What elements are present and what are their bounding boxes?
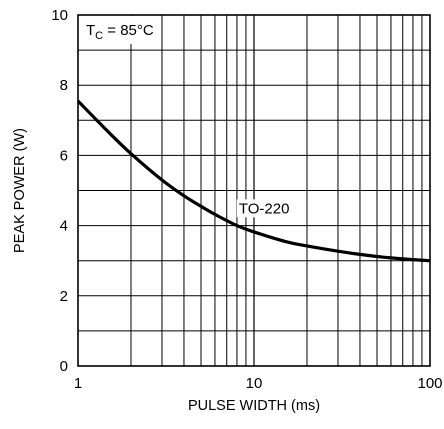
y-tick-label: 0	[60, 358, 68, 375]
series-layer	[76, 99, 431, 263]
y-axis-label: PEAK POWER (W)	[12, 128, 28, 253]
plot-frame	[77, 14, 431, 367]
condition-label-main: T	[86, 22, 95, 39]
grid	[78, 15, 430, 366]
x-tick-label: 100	[417, 375, 442, 392]
condition-label: TC = 85°C	[86, 22, 154, 42]
tick-labels: 0 2 4 6 8 10 1 10 100	[51, 7, 442, 392]
condition-label-subscript: C	[95, 30, 103, 42]
x-axis-label: PULSE WIDTH (ms)	[188, 398, 320, 414]
curve-label: TO-220	[239, 200, 290, 217]
y-tick-label: 2	[60, 288, 68, 305]
y-tick-label: 8	[60, 77, 68, 94]
x-tick-label: 10	[246, 375, 263, 392]
condition-label-background	[79, 16, 161, 44]
condition-label-rest: = 85°C	[103, 22, 154, 39]
y-tick-label: 4	[60, 218, 68, 235]
y-tick-label: 6	[60, 147, 68, 164]
curve-label-background	[236, 199, 297, 218]
peak-power-curve	[76, 99, 431, 263]
x-tick-label: 1	[74, 375, 82, 392]
y-tick-label: 10	[51, 7, 68, 24]
